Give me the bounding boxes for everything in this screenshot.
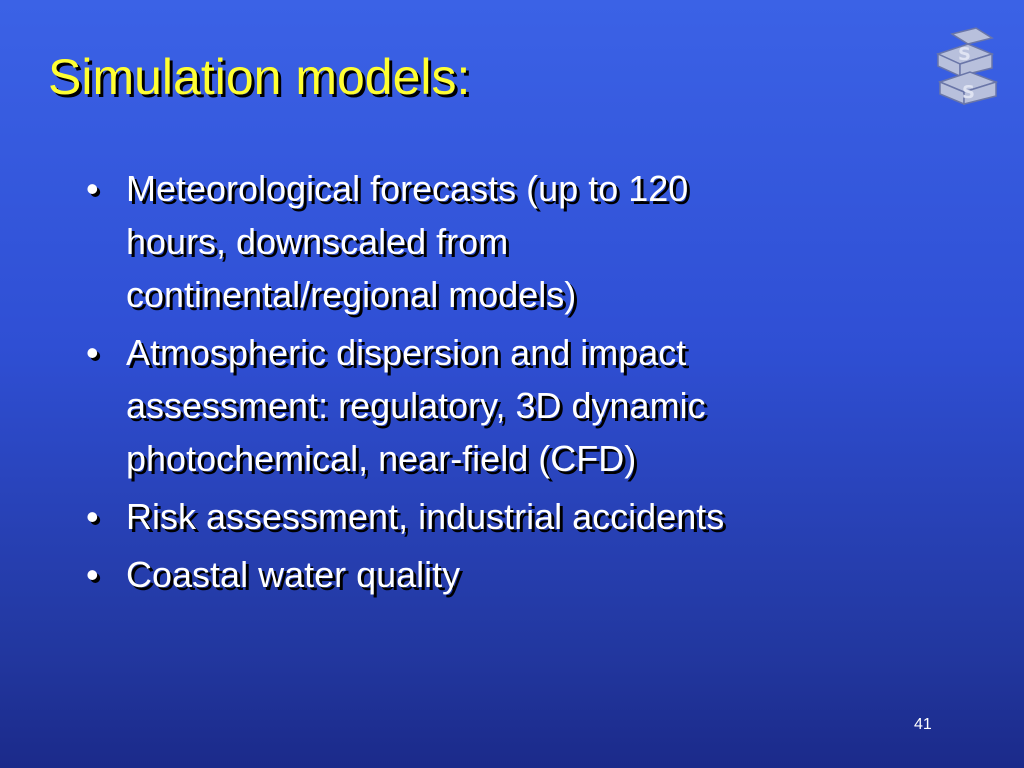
bullet-text: photochemical, near-field (CFD) (126, 438, 637, 479)
bullet-item: Coastal water quality (86, 548, 724, 601)
bullet-item: Meteorological forecasts (up to 120 hours… (86, 162, 724, 321)
logo: S S (935, 27, 999, 106)
bullet-text: assessment: regulatory, 3D dynamic (126, 385, 706, 426)
bullet-list: Meteorological forecasts (up to 120 hours… (86, 162, 724, 606)
bullet-text: Risk assessment, industrial accidents (126, 496, 725, 537)
bullet-text: Coastal water quality (126, 554, 461, 595)
svg-text:S: S (958, 44, 971, 65)
page-number: 41 (914, 716, 932, 733)
bullet-item: Atmospheric dispersion and impact assessm… (86, 326, 724, 485)
bullet-text: hours, downscaled from (126, 221, 509, 262)
bullet-item: Risk assessment, industrial accidents (86, 490, 724, 543)
slide-title: Simulation models: (48, 49, 471, 105)
svg-text:S: S (962, 82, 975, 103)
bullet-text: Meteorological forecasts (up to 120 (126, 168, 689, 209)
bullet-text: continental/regional models) (126, 274, 577, 315)
bullet-text: Atmospheric dispersion and impact (126, 332, 687, 373)
